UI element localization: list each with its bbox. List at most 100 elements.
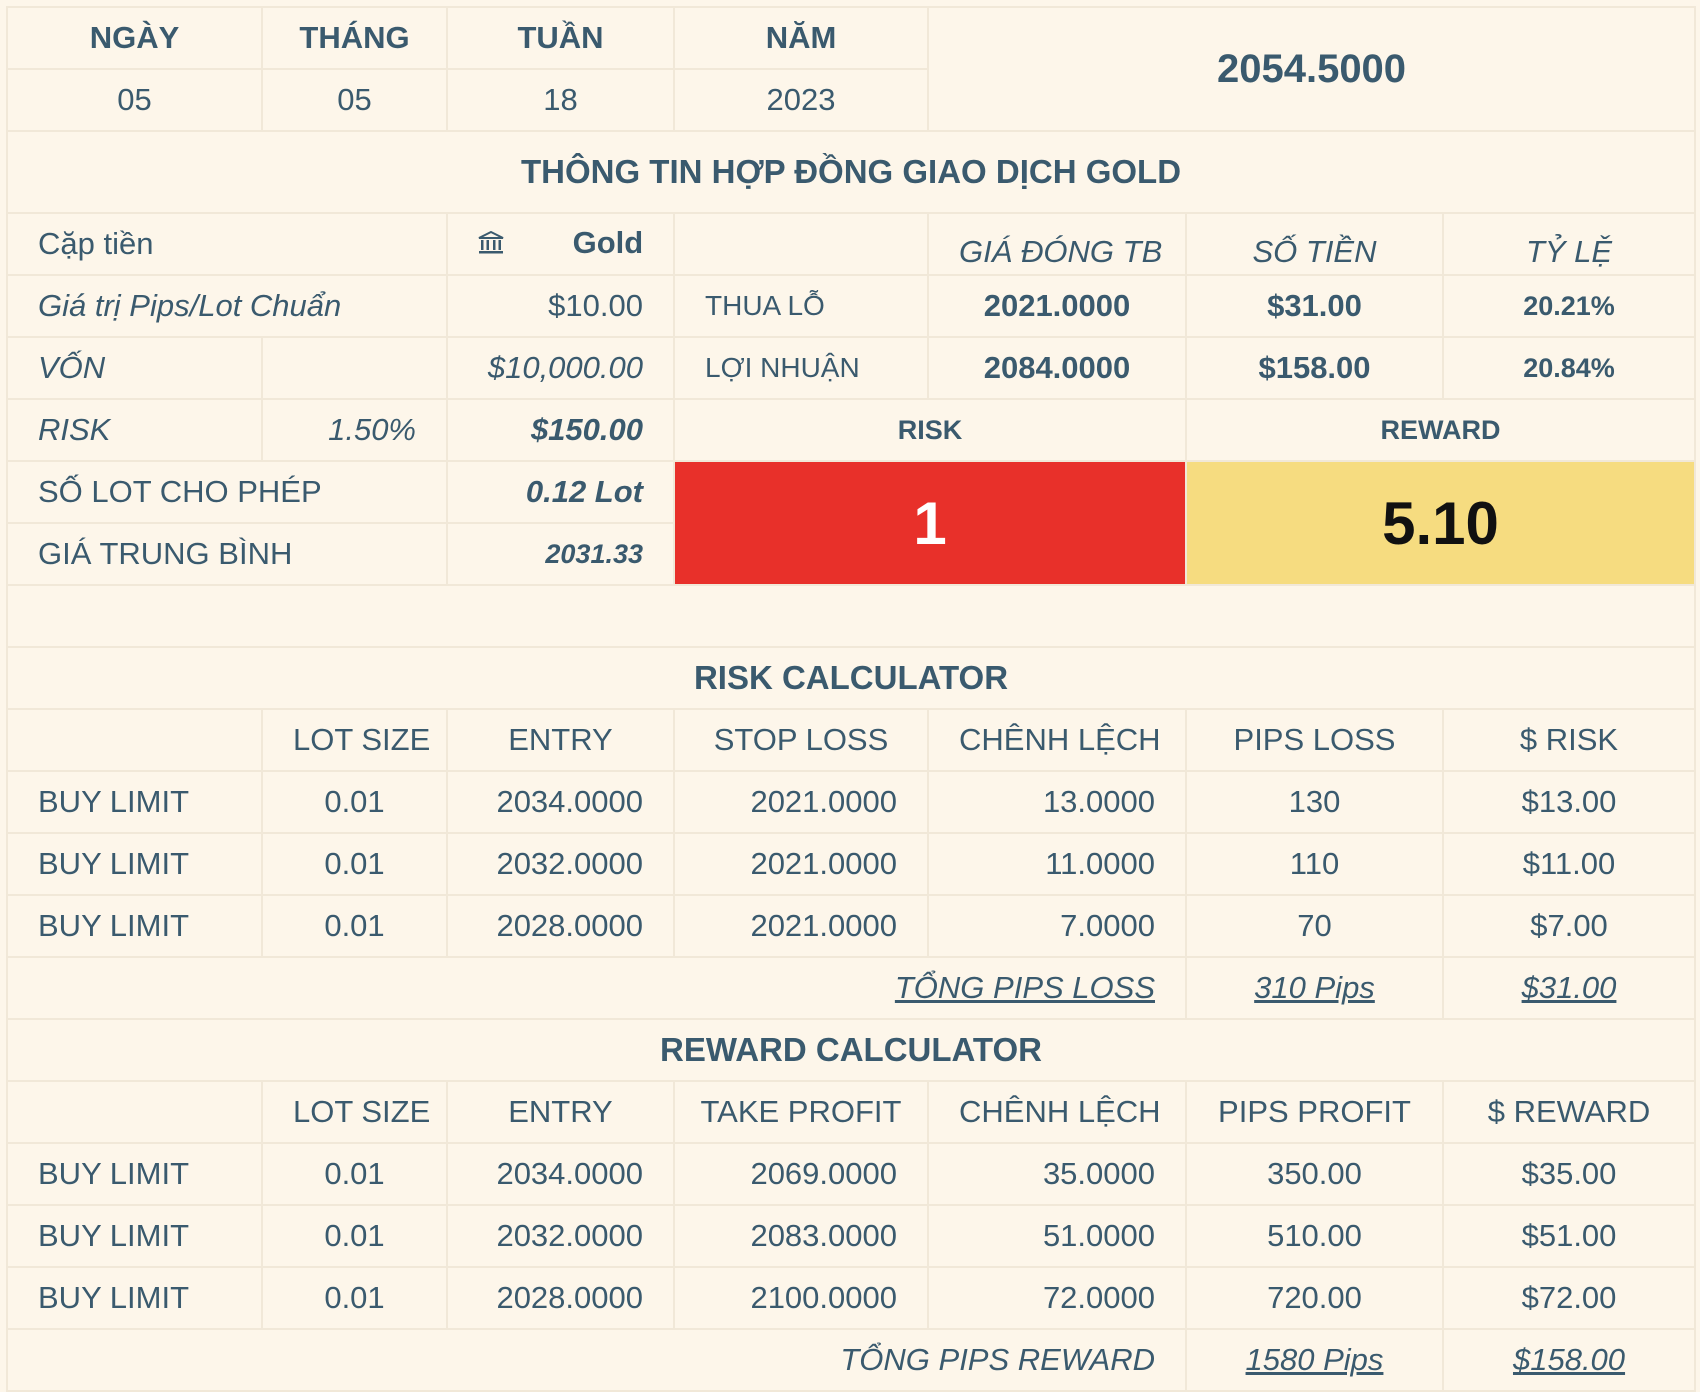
order-type[interactable]: BUY LIMIT xyxy=(6,894,263,958)
rr-reward-label: REWARD xyxy=(1184,398,1697,462)
reward-header-entry: ENTRY xyxy=(446,1080,675,1144)
order-type[interactable]: BUY LIMIT xyxy=(6,1142,263,1206)
year-label: NĂM xyxy=(673,6,929,70)
reward-header-takeprofit: TAKE PROFIT xyxy=(673,1080,929,1144)
lot-size[interactable]: 0.01 xyxy=(261,832,448,896)
order-type[interactable]: BUY LIMIT xyxy=(6,1204,263,1268)
capital-value[interactable]: $10,000.00 xyxy=(446,336,675,400)
entry[interactable]: 2032.0000 xyxy=(446,832,675,896)
risk-amount-cell[interactable]: $11.00 xyxy=(1441,832,1697,896)
reward-header-diff: CHÊNH LỆCH xyxy=(927,1080,1187,1144)
reward-calc-title-row: REWARD CALCULATOR xyxy=(5,1018,1697,1082)
reward-total-pips[interactable]: 1580 Pips xyxy=(1185,1328,1444,1392)
difference[interactable]: 35.0000 xyxy=(927,1142,1187,1206)
reward-total-amount[interactable]: $158.00 xyxy=(1441,1328,1697,1392)
pips-profit[interactable]: 350.00 xyxy=(1185,1142,1444,1206)
entry[interactable]: 2028.0000 xyxy=(446,1266,675,1330)
reward-header-0 xyxy=(6,1080,263,1144)
lot-size[interactable]: 0.01 xyxy=(261,1204,448,1268)
risk-total-pips[interactable]: 310 Pips xyxy=(1185,956,1444,1020)
avg-close-header: GIÁ ĐÓNG TB xyxy=(927,212,1187,276)
risk-calc-title-row: RISK CALCULATOR xyxy=(5,646,1697,710)
entry[interactable]: 2034.0000 xyxy=(446,1142,675,1206)
profit-price[interactable]: 2084.0000 xyxy=(927,336,1187,400)
pair-cell[interactable]: Gold xyxy=(446,212,675,276)
order-type[interactable]: BUY LIMIT xyxy=(6,1266,263,1330)
bank-icon xyxy=(478,227,504,263)
lot-size[interactable]: 0.01 xyxy=(261,1266,448,1330)
month-label: THÁNG xyxy=(261,6,448,70)
profit-amount[interactable]: $158.00 xyxy=(1185,336,1444,400)
reward-total-row: TỔNG PIPS REWARD 1580 Pips $158.00 xyxy=(6,1328,1697,1392)
difference[interactable]: 11.0000 xyxy=(927,832,1187,896)
entry[interactable]: 2028.0000 xyxy=(446,894,675,958)
week-value[interactable]: 18 xyxy=(446,68,675,132)
risk-amount-cell[interactable]: $7.00 xyxy=(1441,894,1697,958)
spreadsheet: NGÀY THÁNG TUẦN NĂM 2054.5000 05 05 18 2… xyxy=(5,6,1697,1392)
loss-amount[interactable]: $31.00 xyxy=(1185,274,1444,338)
pip-label: Giá trị Pips/Lot Chuẩn xyxy=(6,274,448,338)
capital-blank xyxy=(261,336,448,400)
lot-size[interactable]: 0.01 xyxy=(261,1142,448,1206)
loss-label: THUA LỖ xyxy=(673,274,929,338)
take-profit[interactable]: 2083.0000 xyxy=(673,1204,929,1268)
reward-header-lot: LOT SIZE xyxy=(261,1080,448,1144)
risk-percent[interactable]: 1.50% xyxy=(261,398,448,462)
year-value[interactable]: 2023 xyxy=(673,68,929,132)
reward-amount-cell[interactable]: $35.00 xyxy=(1441,1142,1697,1206)
date-value-row: 05 05 18 2023 xyxy=(6,68,1695,132)
take-profit[interactable]: 2069.0000 xyxy=(673,1142,929,1206)
trading-table: NGÀY THÁNG TUẦN NĂM 2054.5000 05 05 18 2… xyxy=(5,6,1697,1392)
lot-size[interactable]: 0.01 xyxy=(261,770,448,834)
profit-ratio[interactable]: 20.84% xyxy=(1441,336,1697,400)
lot-size[interactable]: 0.01 xyxy=(261,894,448,958)
reward-row-1: BUY LIMIT 0.01 2034.0000 2069.0000 35.00… xyxy=(6,1142,1697,1206)
reward-calc-header-row: LOT SIZE ENTRY TAKE PROFIT CHÊNH LỆCH PI… xyxy=(6,1080,1697,1144)
lots-value[interactable]: 0.12 Lot xyxy=(446,460,675,524)
loss-price[interactable]: 2021.0000 xyxy=(927,274,1187,338)
spacer xyxy=(5,584,1697,648)
risk-header-lot: LOT SIZE xyxy=(261,708,448,772)
entry[interactable]: 2032.0000 xyxy=(446,1204,675,1268)
stop-loss[interactable]: 2021.0000 xyxy=(673,770,929,834)
difference[interactable]: 72.0000 xyxy=(927,1266,1187,1330)
risk-row-1: BUY LIMIT 0.01 2034.0000 2021.0000 13.00… xyxy=(6,770,1697,834)
pips-profit[interactable]: 720.00 xyxy=(1185,1266,1444,1330)
entry[interactable]: 2034.0000 xyxy=(446,770,675,834)
avg-value[interactable]: 2031.33 xyxy=(446,522,675,586)
rr-reward-value: 5.10 xyxy=(1184,460,1697,586)
pip-value[interactable]: $10.00 xyxy=(446,274,675,338)
rr-risk-label: RISK xyxy=(673,398,1187,462)
order-type[interactable]: BUY LIMIT xyxy=(6,770,263,834)
difference[interactable]: 13.0000 xyxy=(927,770,1187,834)
risk-amount[interactable]: $150.00 xyxy=(446,398,675,462)
pips-profit[interactable]: 510.00 xyxy=(1185,1204,1444,1268)
loss-ratio[interactable]: 20.21% xyxy=(1441,274,1697,338)
risk-row: RISK 1.50% $150.00 RISK REWARD xyxy=(6,398,1697,462)
avg-row: GIÁ TRUNG BÌNH 2031.33 xyxy=(6,522,1695,586)
pips-loss[interactable]: 130 xyxy=(1185,770,1444,834)
pips-loss[interactable]: 110 xyxy=(1185,832,1444,896)
take-profit[interactable]: 2100.0000 xyxy=(673,1266,929,1330)
pips-loss[interactable]: 70 xyxy=(1185,894,1444,958)
month-value[interactable]: 05 xyxy=(261,68,448,132)
difference[interactable]: 51.0000 xyxy=(927,1204,1187,1268)
week-label: TUẦN xyxy=(446,6,675,70)
current-price[interactable]: 2054.5000 xyxy=(926,6,1697,132)
reward-row-2: BUY LIMIT 0.01 2032.0000 2083.0000 51.00… xyxy=(6,1204,1697,1268)
risk-header-pips: PIPS LOSS xyxy=(1185,708,1444,772)
reward-amount-cell[interactable]: $72.00 xyxy=(1441,1266,1697,1330)
risk-total-row: TỔNG PIPS LOSS 310 Pips $31.00 xyxy=(6,956,1697,1020)
risk-amount-cell[interactable]: $13.00 xyxy=(1441,770,1697,834)
reward-calc-title: REWARD CALCULATOR xyxy=(5,1018,1697,1082)
order-type[interactable]: BUY LIMIT xyxy=(6,832,263,896)
reward-amount-cell[interactable]: $51.00 xyxy=(1441,1204,1697,1268)
risk-total-amount[interactable]: $31.00 xyxy=(1441,956,1697,1020)
reward-header-amount: $ REWARD xyxy=(1441,1080,1697,1144)
difference[interactable]: 7.0000 xyxy=(927,894,1187,958)
day-value[interactable]: 05 xyxy=(6,68,263,132)
pair-row: Cặp tiền Gold GIÁ ĐÓNG TB SỐ TIỀN TỶ LỆ xyxy=(6,212,1697,276)
risk-header-0 xyxy=(6,708,263,772)
stop-loss[interactable]: 2021.0000 xyxy=(673,832,929,896)
stop-loss[interactable]: 2021.0000 xyxy=(673,894,929,958)
